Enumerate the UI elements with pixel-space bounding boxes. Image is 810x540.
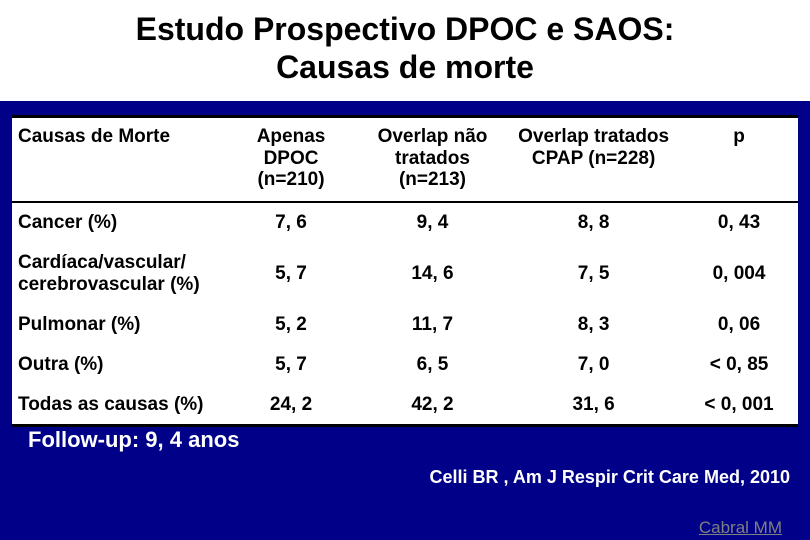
cell: Outra (%) (12, 345, 224, 385)
cell: 8, 3 (507, 305, 680, 345)
cell: 0, 06 (680, 305, 798, 345)
cell: 0, 004 (680, 243, 798, 305)
author-signature: Cabral MM (699, 518, 782, 538)
followup-text: Follow-up: 9, 4 anos (0, 425, 810, 453)
cell: 5, 7 (224, 243, 358, 305)
cell: < 0, 001 (680, 385, 798, 426)
cell: 31, 6 (507, 385, 680, 426)
title-line1: Estudo Prospectivo DPOC e SAOS: (136, 11, 675, 47)
cell: 8, 8 (507, 202, 680, 243)
cell: 7, 0 (507, 345, 680, 385)
cell: Cardíaca/vascular/cerebrovascular (%) (12, 243, 224, 305)
col-header: Overlap tratados CPAP (n=228) (507, 116, 680, 202)
cell: 7, 6 (224, 202, 358, 243)
table-container: Causas de Morte Apenas DPOC(n=210) Overl… (0, 101, 810, 428)
cell: 0, 43 (680, 202, 798, 243)
cell: < 0, 85 (680, 345, 798, 385)
cell: 42, 2 (358, 385, 507, 426)
col-header: Causas de Morte (12, 116, 224, 202)
cell: Cancer (%) (12, 202, 224, 243)
title-line2: Causas de morte (276, 49, 534, 85)
table-body: Cancer (%) 7, 6 9, 4 8, 8 0, 43 Cardíaca… (12, 202, 798, 426)
table-row: Pulmonar (%) 5, 2 11, 7 8, 3 0, 06 (12, 305, 798, 345)
cell: 5, 7 (224, 345, 358, 385)
citation-text: Celli BR , Am J Respir Crit Care Med, 20… (0, 453, 810, 488)
table-row: Todas as causas (%) 24, 2 42, 2 31, 6 < … (12, 385, 798, 426)
slide-title: Estudo Prospectivo DPOC e SAOS: Causas d… (30, 10, 780, 87)
cell: 6, 5 (358, 345, 507, 385)
cell: Todas as causas (%) (12, 385, 224, 426)
cell: 11, 7 (358, 305, 507, 345)
col-header: Apenas DPOC(n=210) (224, 116, 358, 202)
title-area: Estudo Prospectivo DPOC e SAOS: Causas d… (0, 0, 810, 101)
col-header: p (680, 116, 798, 202)
cell: 14, 6 (358, 243, 507, 305)
cell: 9, 4 (358, 202, 507, 243)
table-header-row: Causas de Morte Apenas DPOC(n=210) Overl… (12, 116, 798, 202)
table-row: Outra (%) 5, 7 6, 5 7, 0 < 0, 85 (12, 345, 798, 385)
cell: 24, 2 (224, 385, 358, 426)
col-header: Overlap não tratados (n=213) (358, 116, 507, 202)
table-row: Cardíaca/vascular/cerebrovascular (%) 5,… (12, 243, 798, 305)
mortality-table: Causas de Morte Apenas DPOC(n=210) Overl… (12, 115, 798, 428)
cell: Pulmonar (%) (12, 305, 224, 345)
cell: 7, 5 (507, 243, 680, 305)
cell: 5, 2 (224, 305, 358, 345)
table-row: Cancer (%) 7, 6 9, 4 8, 8 0, 43 (12, 202, 798, 243)
